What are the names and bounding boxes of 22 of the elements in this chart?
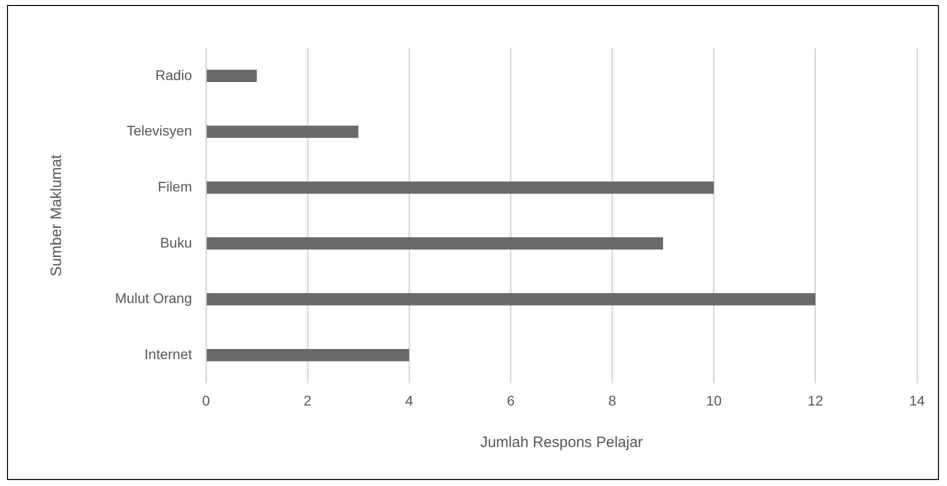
bar: [206, 126, 358, 138]
bar: [206, 348, 410, 362]
x-tick-label: 8: [608, 392, 616, 408]
x-tick-label: 4: [405, 392, 414, 408]
bar: [206, 293, 816, 306]
y-tick-label: Buku: [160, 234, 192, 250]
x-tick-label: 0: [202, 392, 210, 408]
y-tick-label: Internet: [144, 346, 192, 362]
y-tick-label: Radio: [155, 66, 192, 83]
x-tick-label: 14: [909, 392, 925, 408]
y-tick-label: Mulut Orang: [114, 290, 192, 306]
y-tick-label: Televisyen: [126, 122, 192, 139]
x-tick-label: 10: [706, 392, 722, 408]
bar: [206, 70, 257, 82]
x-tick-label: 6: [506, 392, 515, 408]
y-tick-label: Filem: [158, 178, 192, 194]
x-tick-label: 12: [808, 392, 824, 408]
bar: [206, 181, 714, 194]
x-axis-title: Jumlah Respons Pelajar: [480, 434, 643, 452]
bar: [206, 237, 664, 250]
x-tick-label: 2: [304, 392, 312, 408]
y-axis-title: Sumber Maklumat: [48, 154, 66, 276]
